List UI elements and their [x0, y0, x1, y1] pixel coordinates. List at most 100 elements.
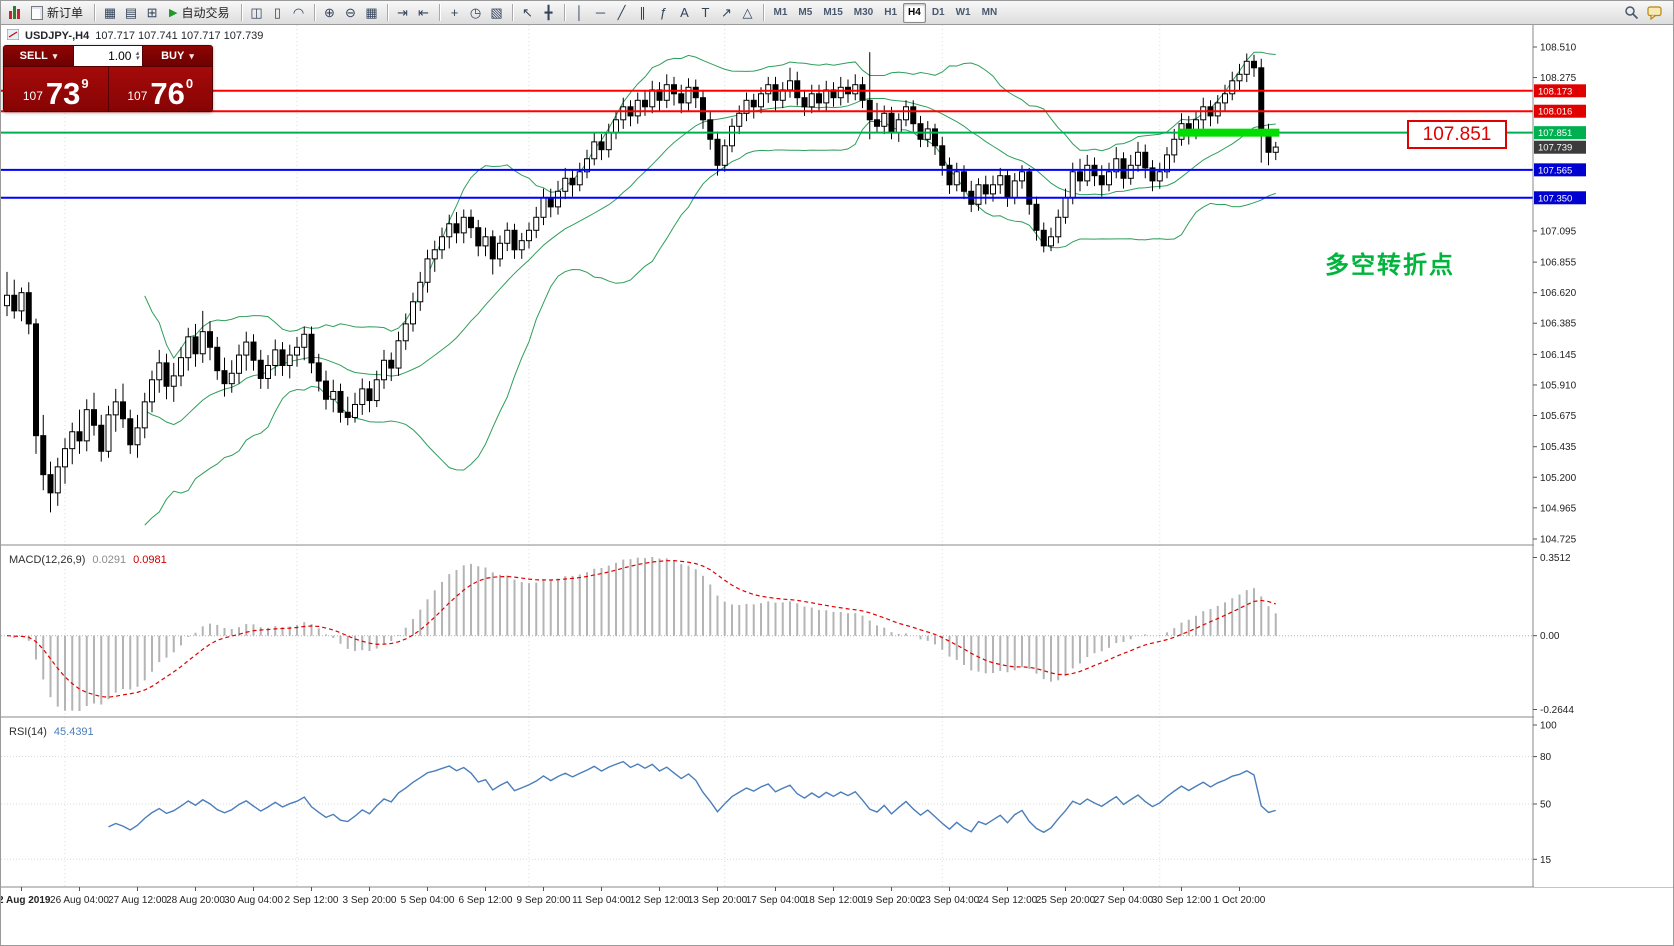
sell-button[interactable]: 107 73 9 [4, 67, 109, 111]
bar-chart-icon[interactable]: ◫ [250, 4, 263, 20]
sell-price-prefix: 107 [22, 89, 43, 103]
price-tag-107.739 [1534, 140, 1586, 154]
toolbar-separator [313, 4, 315, 21]
sell-dropdown[interactable]: SELL ▾ [4, 46, 73, 66]
svg-text:0.3512: 0.3512 [1540, 553, 1571, 564]
chart-canvas[interactable]: 108.510 108.275 107.095 106.855 106.620 106.3… [1, 25, 1674, 946]
volume-value: 1.00 [108, 49, 132, 63]
svg-text:9 Sep 20:00: 9 Sep 20:00 [517, 895, 571, 906]
svg-text:107.851: 107.851 [1538, 128, 1572, 139]
toolbar-separator [94, 4, 96, 21]
arrow-icon[interactable]: ↗ [721, 4, 732, 20]
timeframe-m1[interactable]: M1 [773, 7, 788, 18]
volume-stepper[interactable]: ▴ ▾ [135, 50, 139, 62]
timeframe-h4[interactable]: H4 [903, 2, 926, 23]
timeframe-d1[interactable]: D1 [931, 7, 945, 18]
svg-text:17 Sep 04:00: 17 Sep 04:00 [746, 895, 806, 906]
panel-frames [1, 544, 1673, 889]
trendline-icon[interactable]: ╱ [617, 4, 626, 20]
price-tag-108.016 [1534, 104, 1586, 118]
vertical-line-icon[interactable]: │ [575, 5, 584, 20]
auto-scroll-icon[interactable]: ⇥ [397, 4, 408, 20]
macd-signal-value: 0.0981 [133, 554, 167, 566]
profiles-icon[interactable]: ▤ [124, 4, 138, 20]
buy-button[interactable]: 107 76 0 [109, 67, 213, 111]
indicators-icon[interactable]: + [450, 5, 459, 20]
chart-shift-icon[interactable]: ⇤ [418, 4, 429, 20]
price-scale[interactable]: 108.510 108.275 107.095 106.855 106.620 106.3… [1532, 25, 1674, 887]
svg-text:104.965: 104.965 [1540, 503, 1577, 514]
svg-text:106.620: 106.620 [1540, 288, 1577, 299]
volume-up-arrow[interactable]: ▴ [135, 50, 139, 57]
search-icon[interactable] [1621, 3, 1642, 23]
shapes-icon[interactable]: △ [742, 4, 753, 20]
svg-text:105.910: 105.910 [1540, 380, 1577, 391]
toolbar-separator [563, 4, 565, 21]
navigator-icon[interactable]: ⊞ [146, 4, 158, 20]
chart-window[interactable]: 108.510 108.275 107.095 106.855 106.620 106.3… [1, 25, 1674, 946]
svg-text:108.016: 108.016 [1538, 107, 1572, 118]
autotrading-button[interactable]: ▶ 自动交易 [169, 6, 230, 20]
macd-main-value: 0.0291 [92, 554, 127, 566]
rsi-value: 45.4391 [53, 726, 94, 738]
chevron-down-icon: ▾ [189, 50, 194, 61]
svg-text:80: 80 [1540, 752, 1552, 763]
crosshair-icon[interactable]: ╋ [544, 4, 553, 20]
buy-dropdown[interactable]: BUY ▾ [143, 46, 212, 66]
svg-text:27 Aug 12:00: 27 Aug 12:00 [108, 895, 167, 906]
svg-text:19 Sep 20:00: 19 Sep 20:00 [862, 895, 922, 906]
macd-name: MACD(12,26,9) [9, 554, 86, 566]
channel-icon[interactable]: ∥ [639, 4, 646, 20]
svg-text:24 Sep 12:00: 24 Sep 12:00 [978, 895, 1038, 906]
cursor-icon[interactable]: ↖ [522, 4, 533, 20]
turning-point-annotation[interactable]: 多空转折点 [1325, 252, 1455, 279]
chart-background[interactable] [1, 25, 1674, 946]
svg-text:12 Sep 12:00: 12 Sep 12:00 [630, 895, 690, 906]
timeframe-w1[interactable]: W1 [955, 7, 971, 18]
main-toolbar: 新订单 ▦ ▤ ⊞ ▶ 自动交易 ◫ ▯ ◠ ⊕ ⊖ ▦ ⇥ ⇤ + ◷ ▧ ↖ ╋ │ ─ ╱ ∥ ƒ A T ↗ △ M1 M5 M15… [1, 1, 1673, 25]
new-order-icon [31, 5, 43, 20]
toolbar-right-group [1621, 3, 1670, 23]
zoom-in-icon[interactable]: ⊕ [324, 4, 335, 20]
svg-text:108.275: 108.275 [1540, 73, 1577, 84]
line-chart-icon[interactable]: ◠ [292, 4, 305, 20]
timeframe-m15[interactable]: M15 [823, 7, 843, 18]
text-icon[interactable]: A [680, 5, 689, 20]
rsi-name: RSI(14) [9, 726, 47, 738]
fibonacci-icon[interactable]: ƒ [659, 5, 668, 20]
highlight-segment[interactable] [1177, 128, 1280, 137]
buy-price-main: 76 [150, 75, 185, 111]
templates-icon[interactable]: ▧ [490, 4, 503, 20]
chart-title: USDJPY-,H4 107.717 107.741 107.717 107.7… [6, 28, 264, 43]
volume-input[interactable]: 1.00 ▴ ▾ [73, 46, 143, 66]
timeframe-m5[interactable]: M5 [798, 7, 813, 18]
timeframe-mn[interactable]: MN [981, 7, 998, 18]
app-icon[interactable] [4, 3, 24, 23]
label-icon[interactable]: T [701, 5, 710, 20]
horizontal-lines[interactable] [1, 89, 1533, 199]
horizontal-line-icon[interactable]: ─ [595, 5, 606, 20]
price-annotation-box[interactable]: 107.851 [1407, 119, 1507, 149]
periods-icon[interactable]: ◷ [469, 4, 482, 20]
toolbar-separator [438, 4, 440, 21]
chart-ohlc-values: 107.717 107.741 107.717 107.739 [95, 30, 264, 42]
volume-down-arrow[interactable]: ▾ [135, 55, 139, 62]
tile-windows-icon[interactable]: ▦ [365, 4, 378, 20]
toolbar-separator [240, 4, 242, 21]
toolbar-left-group: 新订单 ▦ ▤ ⊞ ▶ 自动交易 ◫ ▯ ◠ ⊕ ⊖ ▦ ⇥ ⇤ + ◷ ▧ ↖ ╋ │ ─ ╱ ∥ ƒ A T ↗ △ M1 M5 M15… [4, 2, 1002, 23]
svg-text:106.145: 106.145 [1540, 350, 1577, 361]
svg-text:105.200: 105.200 [1540, 473, 1577, 484]
play-icon: ▶ [169, 7, 178, 19]
toolbar-separator [386, 4, 388, 21]
charts-icon[interactable]: ▦ [103, 4, 117, 20]
timeframe-m30[interactable]: M30 [853, 7, 874, 18]
candlestick-icon[interactable]: ▯ [273, 4, 282, 20]
chat-icon[interactable] [1644, 3, 1666, 23]
svg-text:27 Sep 04:00: 27 Sep 04:00 [1094, 895, 1154, 906]
svg-text:100: 100 [1540, 721, 1557, 732]
new-order-button[interactable]: 新订单 [25, 3, 89, 23]
zoom-out-icon[interactable]: ⊖ [345, 4, 356, 20]
timeframe-h1[interactable]: H1 [884, 7, 898, 18]
